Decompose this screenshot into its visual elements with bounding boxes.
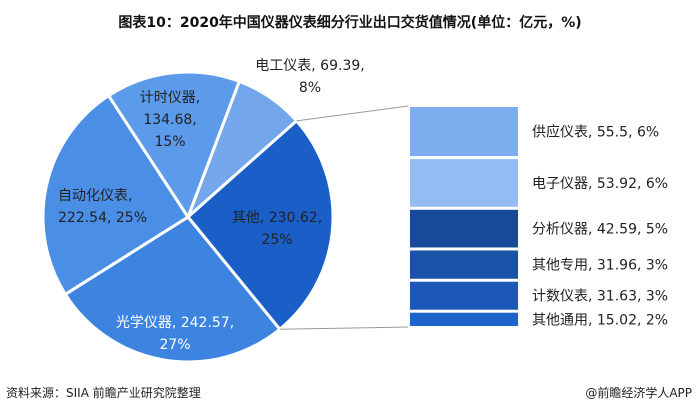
pie-label-自动化仪表: 222.54, 25% [58,210,147,226]
pie-label-电工仪表: 电工仪表, 69.39, [255,58,364,74]
pie-label-光学仪器: 光学仪器, 242.57, [116,315,234,331]
pie-slice-光学仪器 [63,215,282,364]
bar-segment-供应仪表 [410,107,518,157]
bar-segment-其他通用 [410,312,518,326]
chart-title: 图表10：2020年中国仪器仪表细分行业出口交货值情况(单位：亿元，%) [118,15,582,31]
bar-label-计数仪表: 计数仪表, 31.63, 3% [532,289,668,305]
brand-watermark: @前瞻经济学人APP [585,386,692,400]
bar-label-其他专用: 其他专用, 31.96, 3% [532,258,668,274]
pie-label-光学仪器: 27% [159,337,190,353]
bar-label-电子仪器: 电子仪器, 53.92, 6% [532,176,668,192]
bar-label-其他通用: 其他通用, 15.02, 2% [532,312,668,328]
bar-segment-计数仪表 [410,281,518,310]
pie-label-其他: 其他, 230.62, [232,210,322,226]
pie-slice-计时仪器 [106,70,242,221]
bar-label-供应仪表: 供应仪表, 55.5, 6% [532,124,659,141]
connector-line-top [296,105,409,122]
pie-slice-自动化仪表 [41,93,191,297]
pie-label-自动化仪表: 自动化仪表, [58,188,132,204]
bar-label-分析仪器: 分析仪器, 42.59, 5% [532,222,668,238]
bar-segment-分析仪器 [410,209,518,248]
pie-label-计时仪器: 134.68, [143,112,196,128]
bar-segment-电子仪器 [410,159,518,207]
source-note: 资料来源：SIIA 前瞻产业研究院整理 [6,386,201,400]
pie-label-计时仪器: 计时仪器, [140,90,200,106]
connector-line-bottom [279,326,409,330]
pie-label-其他: 25% [261,232,292,248]
pie-label-电工仪表: 8% [299,80,321,96]
bar-segment-其他专用 [410,250,518,279]
pie-slice-其他 [185,118,335,332]
pie-label-计时仪器: 15% [154,134,185,150]
